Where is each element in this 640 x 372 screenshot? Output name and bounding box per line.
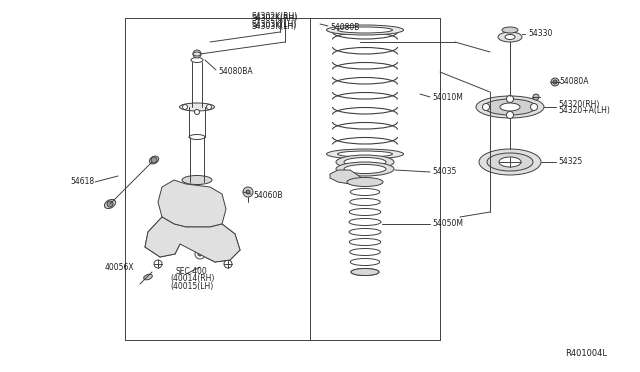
- Ellipse shape: [351, 269, 379, 276]
- Text: 54325: 54325: [558, 157, 582, 167]
- Circle shape: [195, 109, 200, 115]
- Ellipse shape: [476, 96, 544, 118]
- Ellipse shape: [351, 269, 379, 276]
- Ellipse shape: [144, 274, 152, 280]
- Text: 54010M: 54010M: [432, 93, 463, 102]
- Text: 54035: 54035: [432, 167, 456, 176]
- Circle shape: [483, 103, 490, 110]
- Circle shape: [182, 105, 188, 109]
- Ellipse shape: [349, 248, 380, 256]
- Ellipse shape: [149, 156, 159, 164]
- Circle shape: [154, 260, 162, 268]
- Ellipse shape: [499, 157, 521, 167]
- Ellipse shape: [193, 52, 201, 56]
- Text: 54080BA: 54080BA: [218, 67, 253, 77]
- Ellipse shape: [500, 103, 520, 111]
- Ellipse shape: [337, 27, 392, 33]
- Circle shape: [553, 80, 557, 84]
- Ellipse shape: [487, 153, 533, 171]
- Text: 40056X: 40056X: [105, 263, 134, 272]
- Text: R401004L: R401004L: [565, 350, 607, 359]
- Ellipse shape: [350, 189, 380, 196]
- Circle shape: [151, 157, 157, 163]
- Polygon shape: [145, 217, 240, 262]
- Text: 54050M: 54050M: [432, 219, 463, 228]
- Ellipse shape: [326, 25, 403, 35]
- Ellipse shape: [351, 179, 379, 186]
- Ellipse shape: [189, 135, 205, 140]
- Ellipse shape: [502, 27, 518, 33]
- Circle shape: [155, 240, 159, 244]
- Ellipse shape: [190, 180, 204, 185]
- Circle shape: [246, 190, 250, 194]
- Ellipse shape: [349, 199, 380, 205]
- Text: S4302K(RH): S4302K(RH): [252, 13, 298, 22]
- Ellipse shape: [104, 199, 116, 209]
- Polygon shape: [330, 170, 370, 184]
- Ellipse shape: [179, 103, 214, 111]
- Circle shape: [209, 208, 211, 211]
- Ellipse shape: [479, 149, 541, 175]
- Text: 54060B: 54060B: [253, 190, 282, 199]
- Circle shape: [198, 252, 202, 256]
- Circle shape: [506, 96, 513, 103]
- Circle shape: [531, 103, 538, 110]
- Circle shape: [205, 205, 214, 214]
- Ellipse shape: [326, 149, 403, 159]
- Ellipse shape: [349, 208, 381, 215]
- Ellipse shape: [484, 99, 536, 115]
- Ellipse shape: [189, 105, 205, 109]
- Ellipse shape: [349, 218, 381, 225]
- Circle shape: [166, 198, 175, 206]
- Circle shape: [152, 237, 162, 247]
- Ellipse shape: [344, 157, 386, 167]
- Ellipse shape: [498, 32, 522, 42]
- Text: 54080B: 54080B: [330, 22, 360, 32]
- Ellipse shape: [182, 176, 212, 185]
- Circle shape: [230, 243, 234, 246]
- Ellipse shape: [336, 162, 394, 176]
- Ellipse shape: [349, 228, 381, 235]
- Polygon shape: [158, 180, 226, 227]
- Text: S4303K(LH): S4303K(LH): [252, 19, 297, 29]
- Circle shape: [506, 112, 513, 119]
- Ellipse shape: [505, 35, 515, 39]
- Ellipse shape: [349, 238, 381, 246]
- Circle shape: [533, 94, 539, 100]
- Text: 54080A: 54080A: [559, 77, 589, 87]
- Text: (40015(LH): (40015(LH): [170, 282, 213, 291]
- Circle shape: [224, 260, 232, 268]
- Circle shape: [195, 249, 205, 259]
- Text: S4302K(RH): S4302K(RH): [252, 12, 298, 20]
- Ellipse shape: [344, 164, 386, 173]
- Text: 54330: 54330: [528, 29, 552, 38]
- Text: SEC.400: SEC.400: [175, 267, 207, 276]
- Text: 54618: 54618: [70, 177, 94, 186]
- Circle shape: [228, 240, 236, 248]
- Ellipse shape: [337, 151, 392, 157]
- Circle shape: [551, 78, 559, 86]
- Ellipse shape: [347, 177, 383, 186]
- Circle shape: [193, 50, 201, 58]
- Text: 54320(RH): 54320(RH): [558, 99, 600, 109]
- Circle shape: [107, 201, 113, 207]
- Circle shape: [168, 201, 172, 203]
- Ellipse shape: [191, 58, 203, 62]
- Text: S4303K(LH): S4303K(LH): [252, 22, 297, 31]
- Ellipse shape: [350, 259, 380, 266]
- Circle shape: [243, 187, 253, 197]
- Circle shape: [207, 105, 211, 109]
- Text: 54320+A(LH): 54320+A(LH): [558, 106, 610, 115]
- Text: (40014(RH): (40014(RH): [170, 275, 214, 283]
- Ellipse shape: [336, 155, 394, 169]
